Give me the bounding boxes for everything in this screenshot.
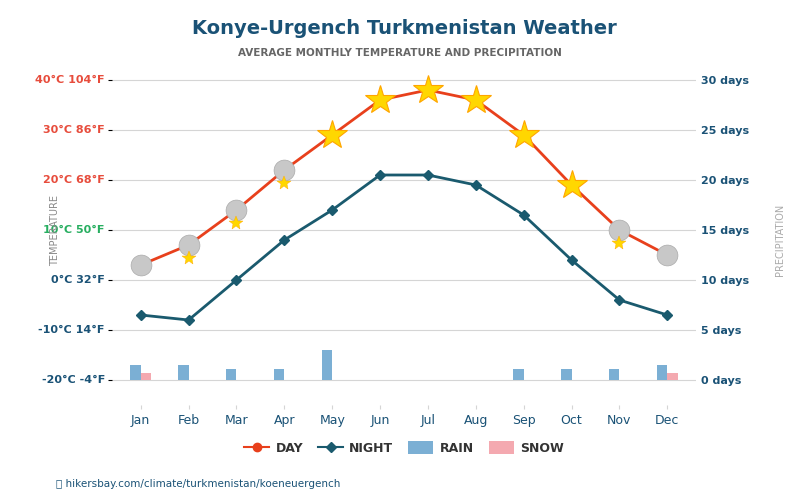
Bar: [667, 372, 678, 380]
Bar: [322, 350, 332, 380]
Bar: [561, 369, 571, 380]
Bar: [274, 369, 284, 380]
Text: AVERAGE MONTHLY TEMPERATURE AND PRECIPITATION: AVERAGE MONTHLY TEMPERATURE AND PRECIPIT…: [238, 48, 562, 58]
Text: 20°C 68°F: 20°C 68°F: [43, 175, 105, 185]
Bar: [141, 372, 151, 380]
Text: -10°C 14°F: -10°C 14°F: [38, 325, 105, 335]
Text: 0°C 32°F: 0°C 32°F: [51, 275, 105, 285]
Bar: [513, 369, 524, 380]
Text: PRECIPITATION: PRECIPITATION: [775, 204, 785, 276]
Bar: [178, 365, 189, 380]
Bar: [226, 369, 237, 380]
Bar: [130, 365, 141, 380]
Text: 10°C 50°F: 10°C 50°F: [43, 225, 105, 235]
Text: 30°C 86°F: 30°C 86°F: [43, 125, 105, 135]
Legend: DAY, NIGHT, RAIN, SNOW: DAY, NIGHT, RAIN, SNOW: [239, 436, 569, 460]
Text: TEMPERATURE: TEMPERATURE: [50, 194, 59, 266]
Text: 40°C 104°F: 40°C 104°F: [35, 75, 105, 85]
Text: -20°C -4°F: -20°C -4°F: [42, 375, 105, 385]
Title: Konye-Urgench Turkmenistan Weather: Konye-Urgench Turkmenistan Weather: [192, 20, 616, 38]
Text: 📍 hikersbay.com/climate/turkmenistan/koeneuergench: 📍 hikersbay.com/climate/turkmenistan/koe…: [56, 479, 340, 489]
Bar: [657, 365, 667, 380]
Bar: [609, 369, 619, 380]
